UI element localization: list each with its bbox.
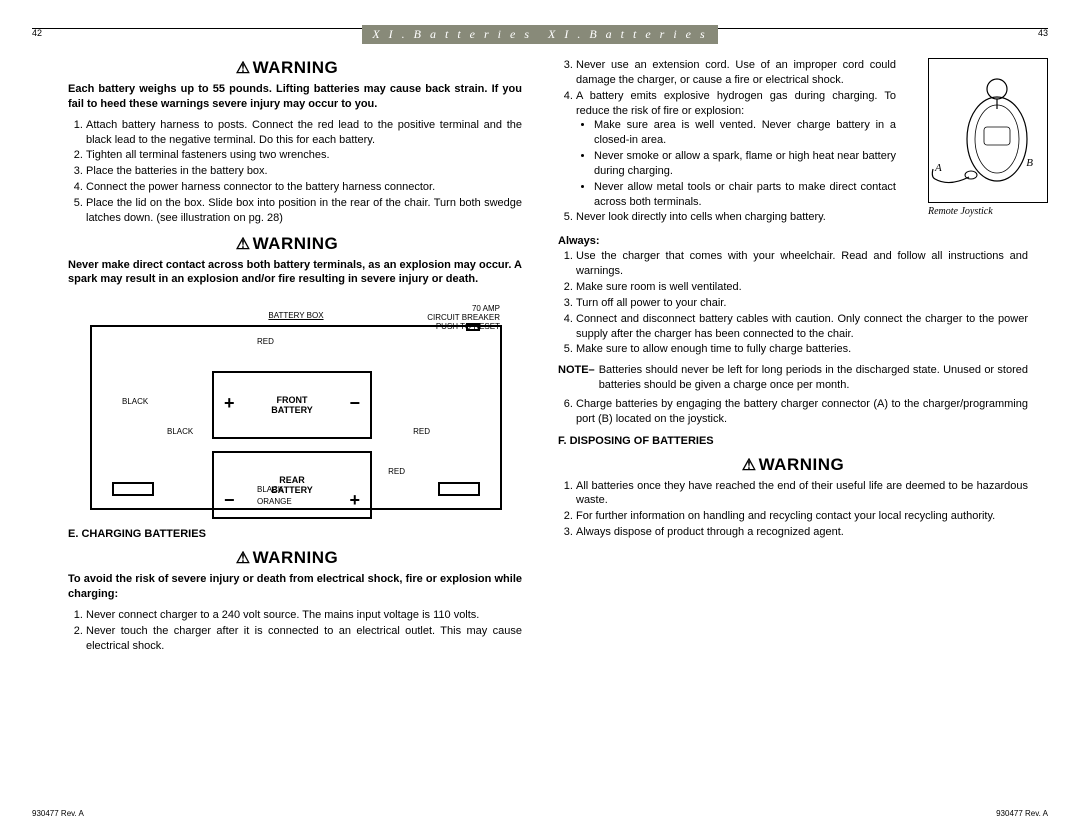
item: Never connect charger to a 240 volt sour… (86, 608, 522, 623)
item: Turn off all power to your chair. (576, 296, 1028, 311)
item: Connect and disconnect battery cables wi… (576, 312, 1028, 342)
charging-nevers: Never connect charger to a 240 volt sour… (68, 608, 522, 654)
item: Make sure room is well ventilated. (576, 280, 1028, 295)
label-b: B (1026, 157, 1033, 169)
disposal-list: All batteries once they have reached the… (558, 479, 1028, 540)
step: Connect the power harness connector to t… (86, 180, 522, 195)
footer: 930477 Rev. A (32, 809, 84, 818)
step: Place the lid on the box. Slide box into… (86, 196, 522, 226)
joystick-caption: Remote Joystick (928, 206, 1048, 217)
section-title: X I . B a t t e r i e s (538, 25, 718, 44)
warning-heading: WARNING (538, 455, 1048, 475)
page-number: 43 (1038, 28, 1048, 38)
rear-battery-label: REARBATTERY (214, 475, 370, 495)
page-left: 42 X I . B a t t e r i e s WARNING Each … (32, 28, 542, 818)
warning3-text: To avoid the risk of severe injury or de… (68, 572, 522, 602)
always-list: Use the charger that comes with your whe… (558, 249, 1028, 357)
joystick-figure: A B Remote Joystick (928, 58, 1048, 231)
item: Never look directly into cells when char… (576, 210, 896, 225)
item: For further information on handling and … (576, 509, 1028, 524)
section-f-heading: F. DISPOSING OF BATTERIES (558, 435, 1028, 447)
warning2-text: Never make direct contact across both ba… (68, 258, 522, 288)
item: Never use an extension cord. Use of an i… (576, 58, 896, 88)
note-body: Batteries should never be left for long … (599, 363, 1028, 393)
label-a: A (935, 162, 942, 174)
page-number: 42 (32, 28, 42, 38)
subitem: Never smoke or allow a spark, flame or h… (594, 149, 896, 179)
always-label: Always: (558, 235, 1028, 247)
step: Tighten all terminal fasteners using two… (86, 148, 522, 163)
warning-heading: WARNING (32, 548, 542, 568)
item: Charge batteries by engaging the battery… (576, 397, 1028, 427)
step: Attach battery harness to posts. Connect… (86, 118, 522, 148)
note-label: NOTE– (558, 363, 595, 393)
footer: 930477 Rev. A (996, 809, 1048, 818)
item: Never touch the charger after it is conn… (86, 624, 522, 654)
section-e-heading: E. CHARGING BATTERIES (68, 528, 522, 540)
warning1-text: Each battery weighs up to 55 pounds. Lif… (68, 82, 522, 112)
front-battery-label: FRONTBATTERY (214, 395, 370, 415)
warning-heading: WARNING (32, 234, 542, 254)
page-right: X I . B a t t e r i e s 43 Never use an … (538, 28, 1048, 818)
subitem: Make sure area is well vented. Never cha… (594, 118, 896, 148)
battery-diagram: BATTERY BOX 70 AMP CIRCUIT BREAKER PUSH … (80, 295, 512, 520)
install-steps: Attach battery harness to posts. Connect… (68, 118, 522, 226)
item: Always dispose of product through a reco… (576, 525, 1028, 540)
item: Make sure to allow enough time to fully … (576, 342, 1028, 357)
item: A battery emits explosive hydrogen gas d… (576, 89, 896, 210)
step: Place the batteries in the battery box. (86, 164, 522, 179)
warning-heading: WARNING (32, 58, 542, 78)
section-title: X I . B a t t e r i e s (362, 25, 542, 44)
header: X I . B a t t e r i e s 43 (538, 28, 1048, 48)
item: Use the charger that comes with your whe… (576, 249, 1028, 279)
always-list-cont: Charge batteries by engaging the battery… (558, 397, 1028, 427)
subitem: Never allow metal tools or chair parts t… (594, 180, 896, 210)
header: 42 X I . B a t t e r i e s (32, 28, 542, 48)
item: All batteries once they have reached the… (576, 479, 1028, 509)
joystick-icon (929, 59, 1049, 204)
charging-nevers-cont: Never use an extension cord. Use of an i… (558, 58, 896, 225)
